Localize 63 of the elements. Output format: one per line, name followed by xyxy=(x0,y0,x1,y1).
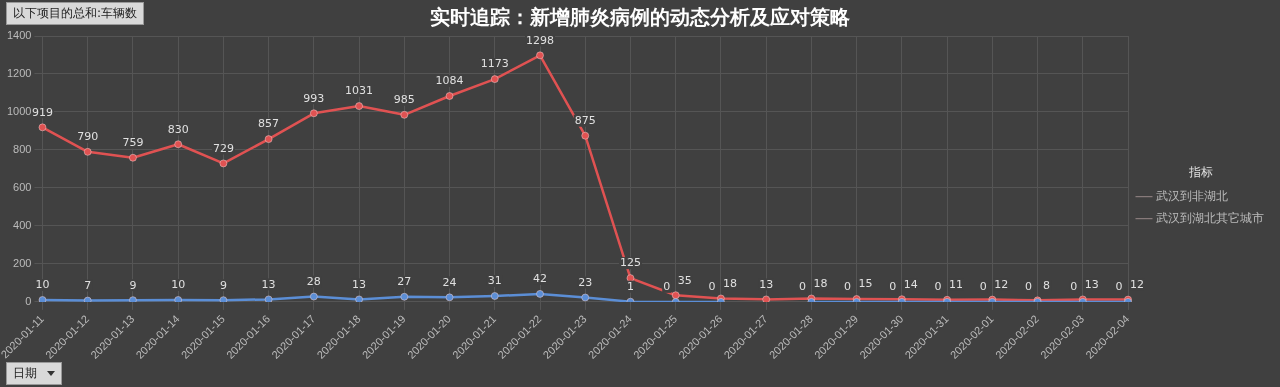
data-label: 7 xyxy=(84,278,92,292)
legend-label: 武汉到湖北其它城市 xyxy=(1156,211,1264,226)
data-label: 875 xyxy=(574,114,596,128)
x-axis-title: 日期 xyxy=(6,362,62,385)
data-label: 35 xyxy=(677,273,692,287)
data-label: 1173 xyxy=(480,57,509,71)
legend-title: 指标 xyxy=(1188,164,1213,179)
data-label: 0 xyxy=(1070,280,1078,294)
data-label: 12 xyxy=(994,277,1009,291)
y-tick-label: 200 xyxy=(13,256,32,269)
data-label: 24 xyxy=(442,275,457,289)
data-label: 790 xyxy=(77,130,99,144)
data-label: 729 xyxy=(212,141,234,155)
data-label: 15 xyxy=(858,277,873,291)
data-label: 12 xyxy=(1130,277,1144,291)
data-label: 10 xyxy=(35,278,50,292)
data-label: 919 xyxy=(31,105,53,119)
data-label: 9 xyxy=(129,278,137,292)
data-label: 18 xyxy=(722,276,737,290)
y-tick-label: 800 xyxy=(13,142,32,155)
data-label: 0 xyxy=(1115,280,1123,294)
text: 以下项目的总和:车辆数 xyxy=(6,2,145,25)
data-label: 0 xyxy=(844,280,852,294)
data-label: 125 xyxy=(619,256,641,270)
data-label: 1298 xyxy=(526,33,554,47)
data-label: 1031 xyxy=(345,84,374,98)
data-label: 993 xyxy=(303,91,325,105)
y-tick-label: 1200 xyxy=(6,67,32,80)
data-label: 31 xyxy=(487,274,502,288)
y-tick-label: 1400 xyxy=(6,29,32,42)
data-label: 14 xyxy=(903,277,918,291)
data-label: 23 xyxy=(578,275,593,289)
data-label: 1 xyxy=(626,280,634,294)
data-label: 42 xyxy=(533,272,547,286)
data-label: 27 xyxy=(397,275,412,289)
y-tick-label: 600 xyxy=(13,180,32,193)
data-label: 0 xyxy=(934,280,942,294)
y-tick-label: 0 xyxy=(25,294,32,307)
legend-label: 武汉到非湖北 xyxy=(1156,189,1228,204)
data-label: 1084 xyxy=(435,74,464,88)
data-label: 13 xyxy=(352,277,367,291)
data-label: 13 xyxy=(261,277,276,291)
data-label: 11 xyxy=(949,278,964,292)
data-label: 0 xyxy=(663,280,671,294)
data-label: 857 xyxy=(258,117,280,131)
chart-title: 实时追踪：新增肺炎病例的动态分析及应对策略 xyxy=(429,4,851,31)
data-label: 0 xyxy=(1025,280,1033,294)
data-label: 0 xyxy=(708,280,716,294)
data-label: 759 xyxy=(122,136,144,150)
data-label: 0 xyxy=(798,280,806,294)
data-label: 830 xyxy=(167,122,189,136)
data-label: 10 xyxy=(171,278,186,292)
data-label: 13 xyxy=(1084,277,1099,291)
data-label: 13 xyxy=(759,277,774,291)
data-label: 8 xyxy=(1043,278,1051,292)
data-label: 28 xyxy=(306,274,321,288)
data-label: 0 xyxy=(889,280,897,294)
data-label: 9 xyxy=(219,278,227,292)
data-label: 0 xyxy=(979,280,987,294)
data-label: 985 xyxy=(393,93,415,107)
y-tick-label: 400 xyxy=(13,218,32,231)
y-tick-label: 1000 xyxy=(6,105,32,117)
data-label: 18 xyxy=(813,276,828,290)
